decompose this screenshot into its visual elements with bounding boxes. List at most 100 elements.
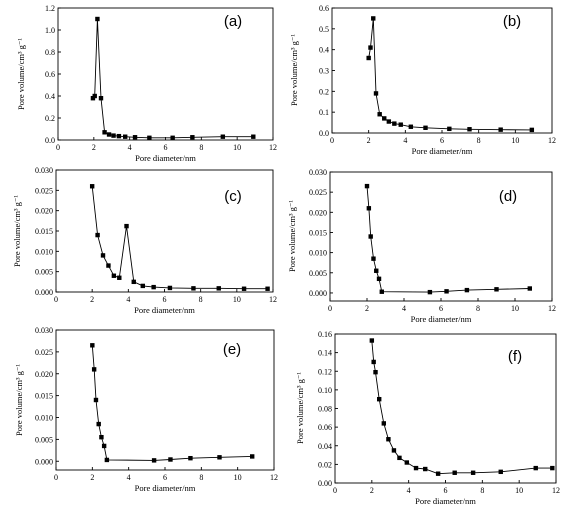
data-point [379,289,384,294]
data-point [366,206,372,211]
y-tick-label: 0.2 [45,114,55,123]
x-tick-label: 8 [199,143,203,152]
x-tick-label: 2 [367,136,371,145]
data-point [529,127,535,133]
panel-label: (d) [499,188,517,205]
series-line [92,18,254,139]
plot-frame [334,333,557,484]
panel-label: (f) [508,348,522,365]
x-tick-label: 12 [269,295,277,304]
y-tick-label: 0.015 [309,228,327,237]
panel-b: 0 2 4 6 8 10 12 0.0 0.1 0.2 0.3 0.4 0.5 0.6 Pore diame… [289,4,556,156]
x-tick-label: 4 [407,486,411,495]
data-point [381,421,387,426]
x-tick-label: 0 [54,473,58,482]
data-point [92,93,97,99]
data-point [188,455,193,461]
y-tick-label: 0.015 [35,227,53,236]
y-tick-label: 0.010 [35,247,53,256]
data-point [413,465,419,471]
data-point [392,121,397,126]
data-point [151,458,157,463]
x-tick-label: 2 [90,295,94,304]
x-tick-label: 8 [199,473,203,482]
x-tick-label: 2 [92,143,96,152]
data-point [90,343,95,348]
data-point [408,124,414,129]
data-point [151,284,156,290]
y-tick-label: 0.010 [35,414,53,423]
x-tick-label: 12 [548,136,556,145]
data-point [122,134,128,139]
data-point [117,275,122,280]
data-point [374,268,379,273]
x-tick-label: 8 [199,295,203,304]
data-point [147,135,152,140]
data-point [382,116,387,121]
y-tick-label: 0.005 [35,435,53,444]
data-point [533,465,538,471]
x-tick-label: 10 [233,143,241,152]
y-tick-label: 0.000 [309,289,327,298]
data-point [111,273,117,278]
data-point [216,286,221,291]
series-line [368,18,532,131]
x-tick-label: 6 [164,143,168,152]
data-point [498,469,503,475]
x-tick-label: 4 [403,136,407,145]
x-tick-label: 6 [163,473,167,482]
data-point [423,125,428,130]
data-point [368,234,373,239]
y-tick-label: 0.030 [309,168,327,177]
data-point [89,184,95,189]
data-point [467,127,472,132]
data-point [95,232,100,238]
x-tick-label: 2 [90,473,94,482]
y-tick-label: 0.015 [35,392,53,401]
data-point [470,470,476,475]
x-tick-label: 4 [127,473,131,482]
data-point [116,133,122,139]
y-axis-title: Pore volume/cm³ g⁻¹ [295,372,305,444]
panel-a: 0 2 4 6 8 10 12 0.0 0.2 0.4 0.6 0.8 1.0 1.2 Pore diame… [16,4,277,163]
y-tick-label: 0.16 [318,330,332,339]
y-tick-label: 0.06 [318,423,332,432]
x-tick-label: 0 [56,143,60,152]
data-point [132,135,138,140]
y-tick-label: 0.025 [35,186,53,195]
data-point [368,45,373,50]
data-point [371,16,376,21]
data-point [391,448,397,453]
data-point [464,287,470,293]
x-tick-label: 2 [365,304,369,313]
y-tick-label: 0.6 [319,4,329,13]
series-line [366,186,530,293]
data-point [217,455,222,460]
data-point [364,183,370,189]
y-tick-label: 0.020 [35,207,53,216]
y-tick-label: 0.005 [309,269,327,278]
y-tick-label: 0.00 [318,479,332,488]
x-tick-label: 10 [511,136,519,145]
panel-e: 0 2 4 6 8 10 12 0.000 0.005 0.010 0.015 0.020 0.025 0… [14,326,278,493]
y-axis-title: Pore volume/cm³ g⁻¹ [16,38,26,110]
data-point [498,127,503,132]
data-point [452,470,457,475]
x-tick-label: 12 [270,473,278,482]
panel-label: (a) [224,13,242,30]
data-point [444,289,449,294]
y-tick-label: 0.5 [319,25,329,34]
data-point [369,338,375,343]
y-tick-label: 0.030 [35,326,53,335]
data-point [191,286,196,291]
data-point [377,396,382,402]
data-point [170,135,175,140]
data-point [550,465,555,471]
x-tick-label: 4 [402,304,406,313]
panel-label: (b) [503,13,521,30]
data-point [371,256,376,261]
x-tick-label: 4 [128,143,132,152]
y-tick-label: 0.020 [309,208,327,217]
x-tick-label: 12 [548,304,556,313]
x-axis-title: Pore diameter/nm [412,146,473,156]
